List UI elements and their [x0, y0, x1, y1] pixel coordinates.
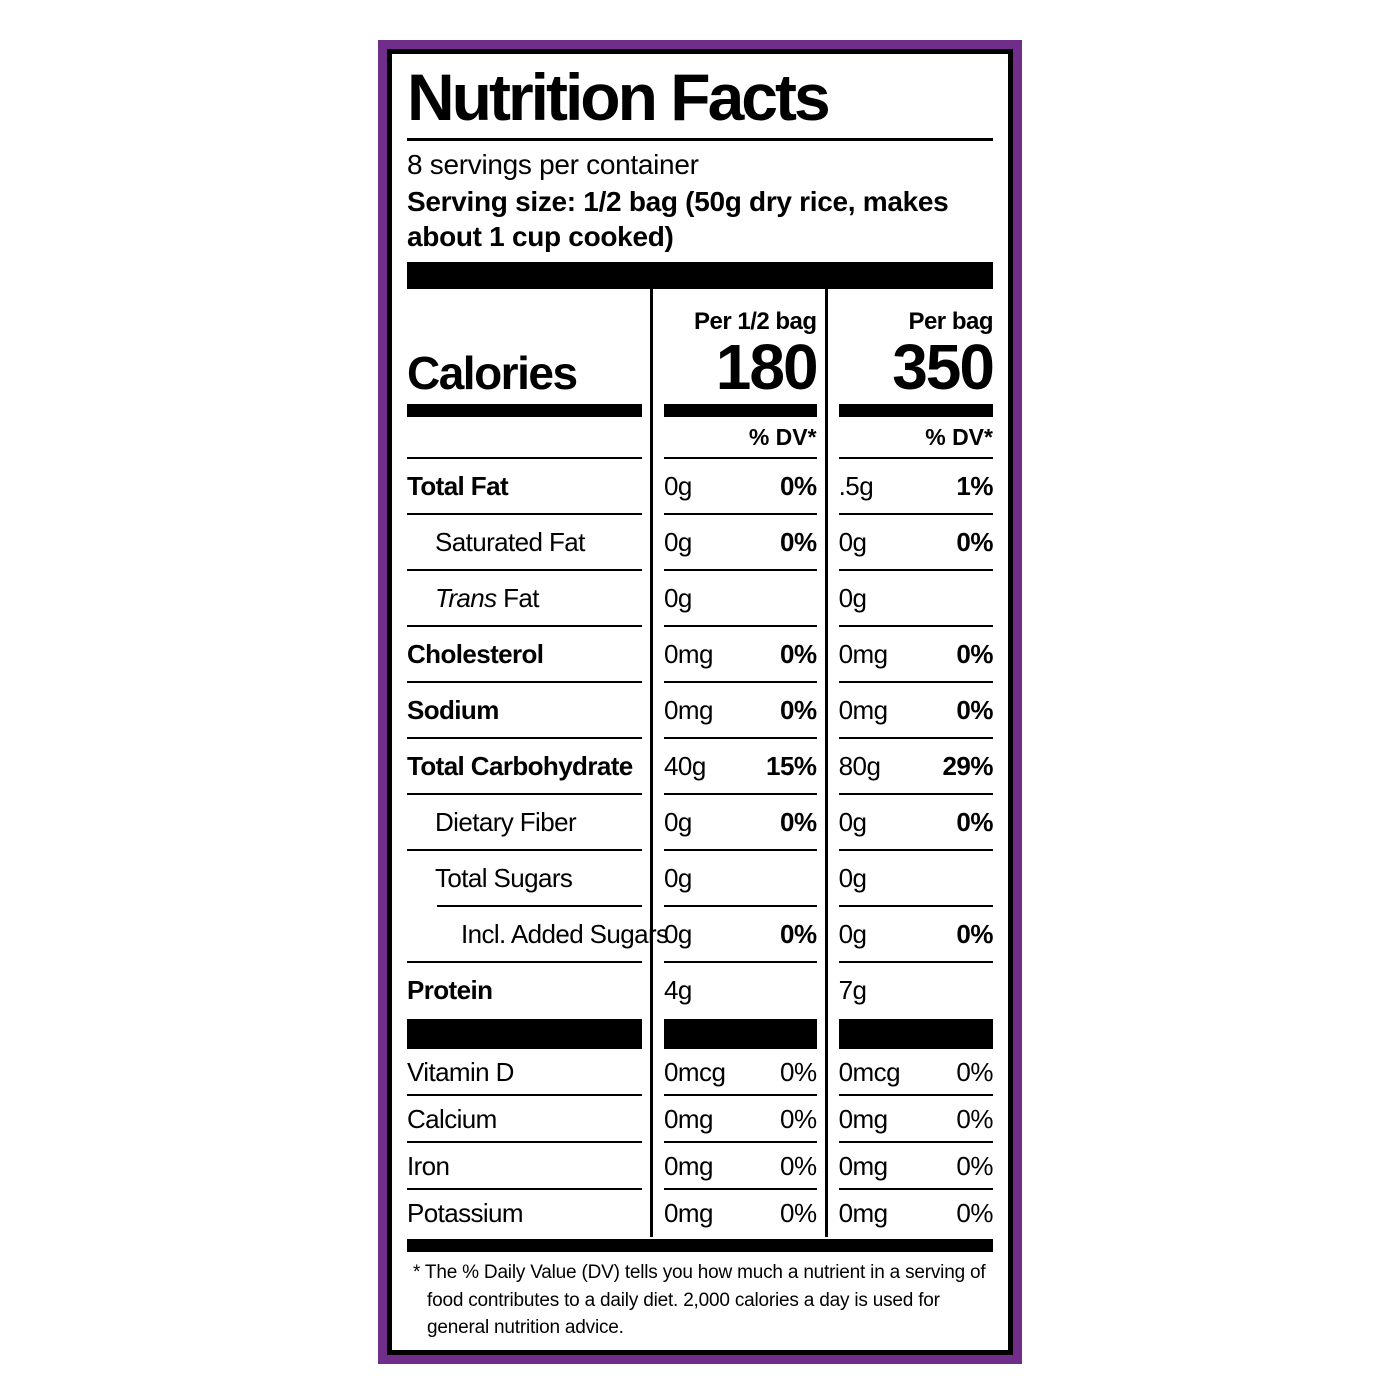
row-dietary-fiber: Dietary Fiber 0g 0% 0g 0%: [407, 795, 993, 851]
nutrition-facts-label: Nutrition Facts 8 servings per container…: [378, 40, 1022, 1364]
nutrient-name-cell: Vitamin D: [407, 1049, 642, 1096]
nutrient-name-cell: Potassium: [407, 1197, 524, 1228]
calories-per-half-bag-value: 180: [715, 331, 819, 404]
nutrient-name-cell: Incl. Added Sugars: [407, 907, 669, 963]
value-per-bag: 0mcg 0%: [838, 1049, 993, 1096]
value-per-half-bag: 0mg 0%: [663, 1143, 817, 1190]
value-per-bag: 0g 0%: [838, 515, 993, 571]
value-per-bag: 0g 0%: [838, 795, 993, 851]
nutrient-name-cell: Cholesterol: [407, 627, 642, 683]
row-protein: Protein 4g 7g: [407, 963, 993, 1019]
value-per-bag: 0mg 0%: [838, 627, 993, 683]
nutrient-name-cell: Iron: [407, 1143, 642, 1190]
calories-per-bag-cell: Per bag 350: [838, 289, 995, 417]
value-per-half-bag: 0g 0%: [663, 515, 817, 571]
footnote-separator-bar: [407, 1238, 993, 1253]
nutrition-table: Calories Per 1/2 bag 180 Per bag 350: [407, 288, 995, 1237]
value-per-bag: .5g 1%: [838, 459, 993, 515]
row-potassium: Potassium 0mg 0% 0mg 0%: [407, 1190, 993, 1237]
nutrient-name-cell: Dietary Fiber: [407, 795, 642, 851]
row-calcium: Calcium 0mg 0% 0mg 0%: [407, 1096, 993, 1143]
value-per-half-bag: 40g 15%: [663, 739, 817, 795]
calories-bar-col2: [838, 403, 993, 417]
label-inner-frame: Nutrition Facts 8 servings per container…: [387, 49, 1013, 1355]
nutrient-name-cell: Total Fat: [407, 459, 642, 515]
dv-header-col2: % DV*: [838, 417, 994, 459]
value-per-half-bag: 0mg 0%: [663, 683, 817, 739]
separator-bar-col1: [663, 1018, 817, 1049]
per-bag-header: Per bag: [908, 307, 993, 335]
calories-row: Calories Per 1/2 bag 180 Per bag 350: [407, 289, 995, 417]
value-per-bag: 7g: [838, 975, 867, 1006]
daily-value-footnote: * The % Daily Value (DV) tells you how m…: [413, 1262, 986, 1339]
dv-header-col1: % DV*: [663, 417, 817, 459]
nutrient-name-cell: Sodium: [407, 683, 642, 739]
row-saturated-fat: Saturated Fat 0g 0% 0g 0%: [407, 515, 993, 571]
value-per-bag: 0mg 0%: [838, 1143, 993, 1190]
row-added-sugars: Incl. Added Sugars 0g 0% 0g 0%: [407, 907, 993, 963]
value-per-half-bag: 0g: [663, 851, 817, 907]
row-vitamin-d: Vitamin D 0mcg 0% 0mcg 0%: [407, 1049, 993, 1096]
value-per-half-bag: 4g: [663, 975, 692, 1006]
column-divider-2: [824, 288, 828, 1237]
value-per-half-bag: 0mg 0%: [663, 1096, 817, 1143]
value-per-half-bag: 0g 0%: [663, 907, 817, 963]
row-total-sugars: Total Sugars 0g 0g: [407, 851, 994, 907]
per-half-bag-header: Per 1/2 bag: [694, 307, 817, 335]
row-iron: Iron 0mg 0% 0mg 0%: [407, 1143, 993, 1190]
title-divider-rule: [407, 137, 993, 142]
column-divider-1: [649, 288, 653, 1237]
value-per-half-bag: 0g: [663, 571, 817, 627]
value-per-half-bag: 0g 0%: [663, 459, 817, 515]
calories-label: Calories: [407, 346, 578, 399]
nutrition-facts-title: Nutrition Facts: [407, 60, 831, 134]
nutrient-name-cell: Protein: [407, 975, 493, 1006]
value-per-bag: 0mg 0%: [838, 1197, 994, 1228]
value-per-half-bag: 0g 0%: [663, 795, 817, 851]
row-total-carbohydrate: Total Carbohydrate 40g 15% 80g 29%: [407, 739, 993, 795]
value-per-bag: 0g: [838, 851, 994, 907]
value-per-half-bag: 0mg 0%: [663, 1197, 817, 1228]
value-per-bag: 80g 29%: [838, 739, 993, 795]
header-separator-bar: [407, 261, 993, 289]
servings-per-container: 8 servings per container: [407, 149, 699, 181]
calories-per-bag-value: 350: [892, 331, 995, 404]
value-per-bag: 0g 0%: [838, 907, 993, 963]
value-per-bag: 0g: [838, 571, 994, 627]
value-per-half-bag: 0mcg 0%: [663, 1049, 817, 1096]
calories-bar-col1: [663, 403, 817, 417]
value-per-bag: 0mg 0%: [838, 1096, 993, 1143]
nutrient-name-cell: Saturated Fat: [407, 515, 642, 571]
separator-bar-col2: [838, 1018, 993, 1049]
nutrient-name-cell: Calcium: [407, 1096, 642, 1143]
row-trans-fat: Trans Fat 0g 0g: [407, 571, 994, 627]
value-per-half-bag: 0mg 0%: [663, 627, 817, 683]
row-sodium: Sodium 0mg 0% 0mg 0%: [407, 683, 993, 739]
daily-value-header-row: % DV* % DV*: [407, 417, 994, 459]
row-cholesterol: Cholesterol 0mg 0% 0mg 0%: [407, 627, 993, 683]
calories-per-half-bag-cell: Per 1/2 bag 180: [663, 289, 819, 417]
row-total-fat: Total Fat 0g 0% .5g 1%: [407, 459, 993, 515]
separator-bar-left: [407, 1018, 642, 1049]
nutrient-name-cell: Total Sugars: [407, 851, 642, 907]
serving-size: Serving size: 1/2 bag (50g dry rice, mak…: [407, 185, 949, 252]
dv-header-spacer: [407, 417, 642, 459]
value-per-bag: 0mg 0%: [838, 683, 993, 739]
nutrient-name-cell: Total Carbohydrate: [407, 739, 642, 795]
vitamins-separator-bar: [407, 1018, 993, 1049]
calories-bar-left: [407, 403, 642, 417]
calories-label-cell: Calories: [407, 289, 642, 417]
nutrient-name-cell: Trans Fat: [407, 571, 642, 627]
